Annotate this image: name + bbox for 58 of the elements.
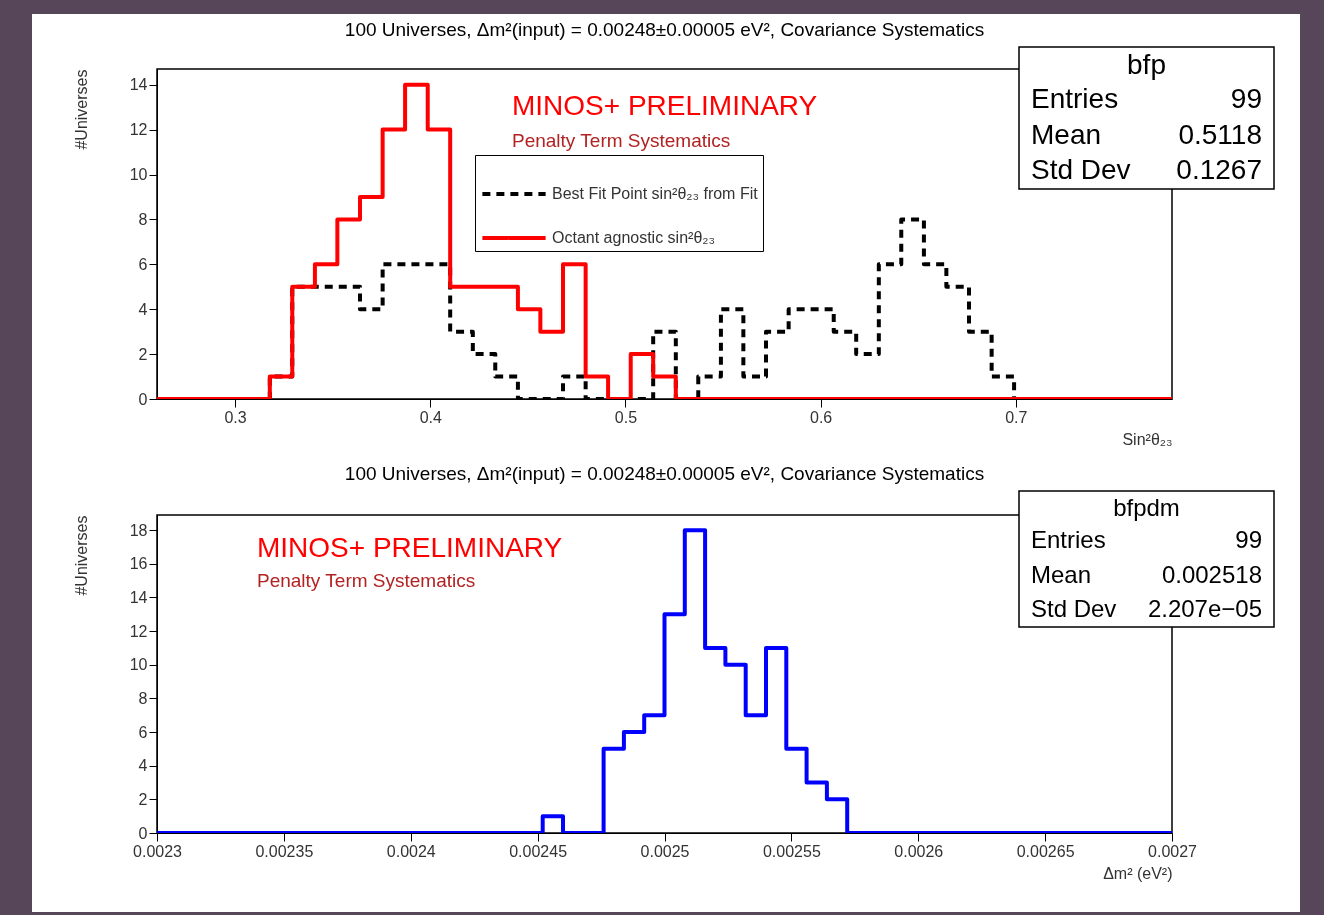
x-axis-title: Δm² (eV²) — [1103, 864, 1173, 882]
x-tick-label: 0.00255 — [762, 842, 821, 860]
y-tick-label: 14 — [129, 588, 148, 606]
y-tick-label: 4 — [138, 300, 148, 318]
annotation: Mean — [1031, 560, 1092, 588]
annotation: bfp — [1127, 48, 1166, 80]
x-tick-label: 0.00235 — [255, 842, 314, 860]
y-tick-label: 2 — [138, 790, 148, 808]
y-tick-label: 6 — [138, 723, 148, 741]
x-tick-label: 0.0024 — [386, 842, 436, 860]
y-axis-title: #Universes — [72, 69, 90, 150]
y-tick-label: 14 — [129, 76, 148, 94]
y-tick-label: 10 — [129, 656, 148, 674]
chart-title: 100 Universes, Δm²(input) = 0.00248±0.00005 eV², Covariance Systematics — [344, 463, 985, 485]
y-tick-label: 4 — [138, 757, 148, 775]
legend-label: Best Fit Point sin²θ₂₃ from Fit — [552, 185, 759, 202]
y-tick-label: 0 — [138, 824, 148, 842]
y-tick-label: 2 — [138, 345, 148, 363]
y-tick-label: 8 — [138, 689, 148, 707]
y-tick-label: 12 — [129, 622, 148, 640]
annotation: 0.002518 — [1161, 560, 1262, 588]
y-tick-label: 0 — [138, 390, 148, 408]
text: 0.1267 — [1176, 154, 1262, 186]
x-tick-label: 0.0026 — [894, 842, 944, 860]
annotation: Entries — [1031, 526, 1106, 554]
legend-label: Octant agnostic sin²θ₂₃ — [552, 229, 716, 246]
y-tick-label: 10 — [129, 166, 148, 184]
annotation: Penalty Term Systematics — [257, 570, 476, 591]
annotation: Std Dev — [1031, 154, 1131, 186]
x-tick-label: 0.0023 — [133, 842, 183, 860]
y-axis-title: #Universes — [72, 515, 90, 596]
y-tick-label: 18 — [129, 521, 148, 539]
x-tick-label: 0.7 — [1005, 408, 1028, 426]
x-tick-label: 0.3 — [224, 408, 247, 426]
annotation: MINOS+ PRELIMINARY — [257, 532, 563, 563]
text: 99 — [1235, 526, 1262, 554]
x-tick-label: 0.0025 — [640, 842, 690, 860]
x-tick-label: 0.5 — [614, 408, 638, 426]
x-tick-label: 0.0027 — [1148, 842, 1198, 860]
x-tick-label: 0.00245 — [509, 842, 568, 860]
x-tick-label: 0.4 — [419, 408, 442, 426]
x-tick-label: 0.00265 — [1016, 842, 1075, 860]
annotation: Entries — [1031, 82, 1119, 114]
y-tick-label: 8 — [138, 210, 148, 228]
text: 0.5118 — [1178, 118, 1262, 150]
annotation: Mean — [1031, 118, 1102, 150]
annotation: Penalty Term Systematics — [512, 130, 731, 151]
y-tick-label: 16 — [129, 555, 148, 573]
annotation: MINOS+ PRELIMINARY — [512, 90, 818, 121]
annotation: Std Dev — [1031, 594, 1117, 622]
x-axis-title: Sin²θ₂₃ — [1122, 430, 1173, 448]
text: 99 — [1230, 82, 1262, 114]
y-tick-label: 6 — [138, 255, 148, 273]
x-tick-label: 0.6 — [810, 408, 833, 426]
annotation: bfpdm — [1113, 493, 1180, 521]
chart-title: 100 Universes, Δm²(input) = 0.00248±0.00005 eV², Covariance Systematics — [344, 19, 985, 41]
annotation: 2.207e−05 — [1147, 594, 1262, 622]
y-tick-label: 12 — [129, 121, 148, 139]
